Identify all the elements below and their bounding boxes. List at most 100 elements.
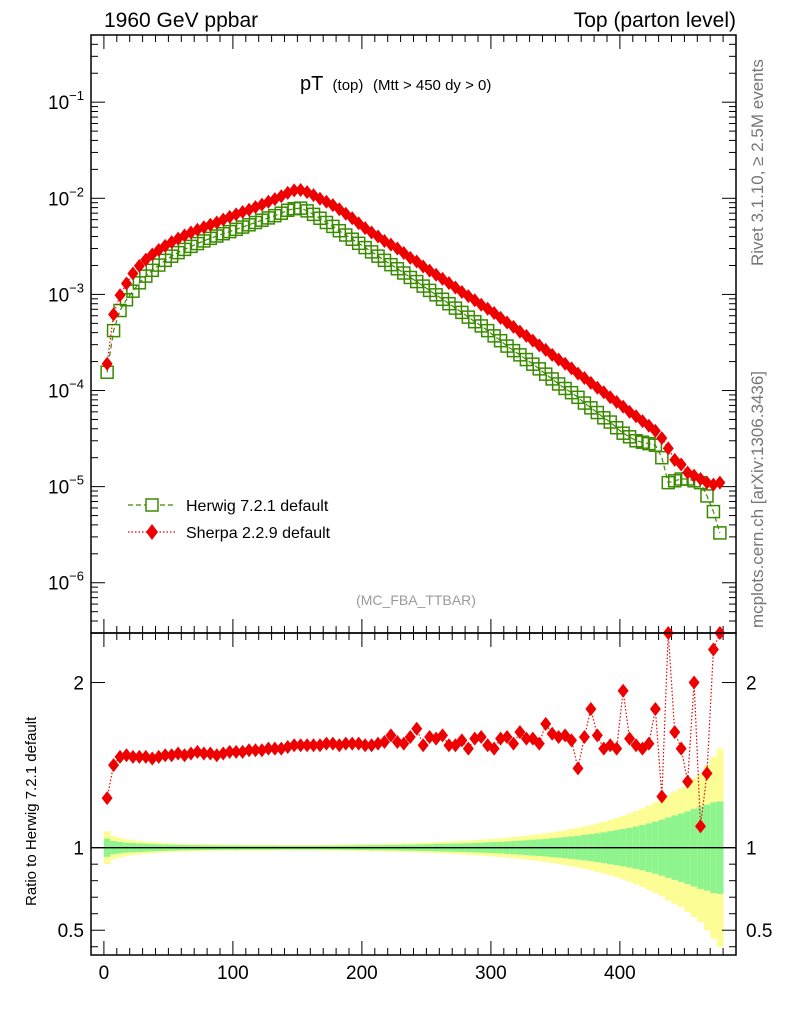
ratio-point-sherpa xyxy=(540,716,552,731)
header-right: Top (parton level) xyxy=(574,9,736,32)
ratio-point-sherpa xyxy=(456,733,468,748)
ratio-point-sherpa xyxy=(572,761,584,776)
ratio-point-sherpa xyxy=(340,736,352,751)
ratio-point-sherpa xyxy=(695,819,707,834)
data-point-sherpa xyxy=(662,441,674,456)
ratio-point-sherpa xyxy=(611,741,623,756)
ratio-series-layer xyxy=(101,626,726,834)
y-tick-label: 10−3 xyxy=(48,280,84,306)
x-tick-label: 200 xyxy=(346,963,378,984)
data-point-sherpa xyxy=(133,258,145,273)
main-plot-frame xyxy=(90,34,737,634)
ratio-point-sherpa xyxy=(301,738,313,753)
x-tick-label: 400 xyxy=(604,963,636,984)
ratio-point-sherpa xyxy=(385,728,397,743)
ratio-plot-frame xyxy=(90,632,737,956)
ratio-point-sherpa xyxy=(701,766,713,781)
ratio-point-sherpa xyxy=(198,746,210,761)
data-point-herwig xyxy=(655,450,669,465)
x-tick-label: 300 xyxy=(475,963,507,984)
ratio-point-sherpa xyxy=(230,744,242,759)
ratio-point-sherpa xyxy=(649,701,661,716)
ratio-point-sherpa xyxy=(501,730,513,745)
ratio-y-tick-label-left: 0.5 xyxy=(58,921,84,942)
ratio-point-sherpa xyxy=(133,749,145,764)
ratio-point-sherpa xyxy=(578,730,590,745)
legend-sherpa-label: Sherpa 2.2.9 default xyxy=(186,525,331,542)
y-tick-label: 10−1 xyxy=(48,88,84,114)
ratio-y-tick-label-right: 0.5 xyxy=(746,921,772,942)
ratio-point-sherpa xyxy=(120,748,132,763)
title-main: pT xyxy=(300,73,323,95)
ratio-point-sherpa xyxy=(404,730,416,745)
ratio-point-sherpa xyxy=(591,728,603,743)
ratio-point-sherpa xyxy=(411,721,423,736)
ratio-point-sherpa xyxy=(398,736,410,751)
ratio-point-sherpa xyxy=(224,744,236,759)
y-tick-label: 10−2 xyxy=(48,184,84,210)
data-point-herwig xyxy=(706,504,721,519)
main-axes-ticks: 10−6 10−5 10−4 10−3 10−2 10−1 xyxy=(48,34,737,634)
ratio-y-tick-label-right: 2 xyxy=(746,674,757,695)
ratio-point-sherpa xyxy=(127,749,139,764)
data-point-sherpa xyxy=(656,431,668,446)
ratio-point-sherpa xyxy=(378,734,390,749)
ratio-point-sherpa xyxy=(566,733,578,748)
ratio-point-sherpa xyxy=(288,738,300,753)
legend-herwig-label: Herwig 7.2.1 default xyxy=(186,498,329,515)
data-point-sherpa xyxy=(649,423,661,438)
title-sub: (top) xyxy=(333,77,364,94)
ratio-point-sherpa xyxy=(159,748,171,763)
data-point-sherpa xyxy=(288,183,300,198)
ratio-point-sherpa xyxy=(462,741,474,756)
plot-title: pT (top) (Mtt > 450 dy > 0) xyxy=(300,73,491,95)
ratio-point-sherpa xyxy=(656,789,668,804)
legend-sherpa-marker xyxy=(146,524,158,540)
y-tick-label: 10−6 xyxy=(48,569,84,595)
ratio-point-sherpa xyxy=(507,736,519,751)
data-point-herwig xyxy=(700,489,714,503)
ratio-point-sherpa xyxy=(585,701,597,716)
rivet-version-text: Rivet 3.1.10, ≥ 2.5M events xyxy=(748,59,767,266)
legend-herwig-marker xyxy=(145,498,159,512)
data-point-sherpa xyxy=(101,356,113,371)
ratio-point-sherpa xyxy=(707,642,719,657)
ratio-point-sherpa xyxy=(269,741,281,756)
ratio-point-sherpa xyxy=(675,741,687,756)
y-tick-label: 10−5 xyxy=(48,473,84,499)
ratio-point-sherpa xyxy=(669,725,681,740)
mcplots-text: mcplots.cern.ch [arXiv:1306.3436] xyxy=(748,371,767,628)
data-point-sherpa xyxy=(114,288,126,303)
ratio-point-sherpa xyxy=(488,741,500,756)
ratio-point-sherpa xyxy=(346,736,358,751)
x-tick-label: 0 xyxy=(99,963,110,984)
ratio-y-tick-label-left: 1 xyxy=(73,839,84,860)
ratio-y-tick-label-left: 2 xyxy=(73,674,84,695)
title-cut: (Mtt > 450 dy > 0) xyxy=(373,77,491,94)
ratio-point-sherpa xyxy=(308,738,320,753)
ratio-point-sherpa xyxy=(108,758,120,773)
x-tick-label: 100 xyxy=(217,963,249,984)
ratio-point-sherpa xyxy=(443,738,455,753)
ratio-point-sherpa xyxy=(682,774,694,789)
ratio-point-sherpa xyxy=(520,731,532,746)
main-series-layer xyxy=(100,182,727,540)
ratio-point-sherpa xyxy=(617,683,629,698)
ratio-point-sherpa xyxy=(533,736,545,751)
ratio-point-sherpa xyxy=(624,731,636,746)
data-point-sherpa xyxy=(501,315,513,330)
ratio-point-sherpa xyxy=(688,675,700,690)
ratio-point-sherpa xyxy=(437,728,449,743)
ratio-axes-ticks: 0.5 0.5 1 1 2 2 0 100 200 300 400 xyxy=(58,633,772,984)
data-point-sherpa xyxy=(675,457,687,472)
ratio-ylabel: Ratio to Herwig 7.2.1 default xyxy=(23,716,40,906)
data-point-sherpa xyxy=(127,266,139,281)
header-left: 1960 GeV ppbar xyxy=(104,9,258,32)
ratio-point-sherpa xyxy=(249,743,261,758)
data-point-sherpa xyxy=(714,475,726,490)
data-point-sherpa xyxy=(108,307,120,322)
ratio-point-sherpa xyxy=(320,736,332,751)
ratio-y-tick-label-right: 1 xyxy=(746,839,757,860)
ratio-point-sherpa xyxy=(514,725,526,740)
